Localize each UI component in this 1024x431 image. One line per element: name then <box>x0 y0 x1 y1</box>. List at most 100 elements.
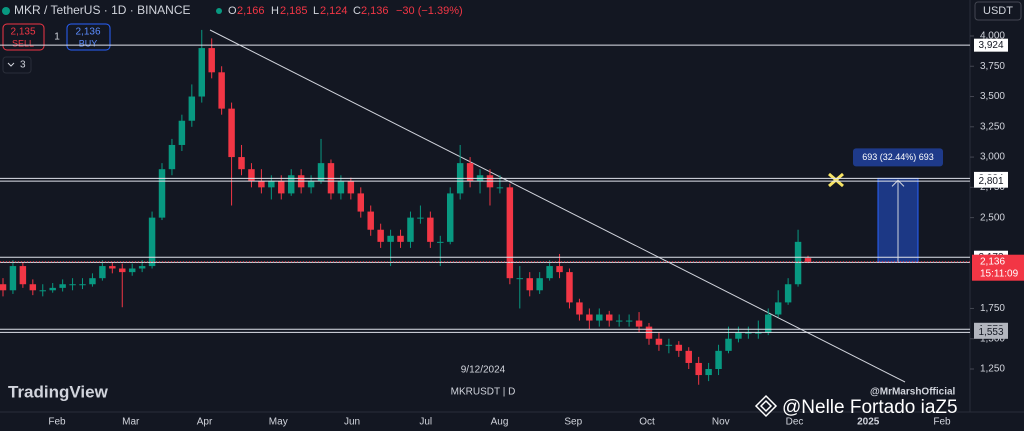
binance-logo <box>754 394 778 418</box>
currency[interactable]: USDT <box>983 5 1013 17</box>
candle-body <box>198 48 205 97</box>
ohlc-high: 2,185 <box>280 5 308 17</box>
candle-body <box>685 350 692 363</box>
candle-body <box>496 187 504 189</box>
candle-body <box>49 287 56 291</box>
measure-label-box <box>853 148 943 167</box>
candle-body <box>287 175 295 194</box>
candle-body <box>755 332 762 334</box>
y-tick-label: 1,500 <box>980 333 1005 344</box>
candle-body <box>725 338 732 351</box>
candle-body <box>586 314 593 321</box>
candle-body <box>307 181 315 188</box>
candle-body <box>39 290 46 292</box>
ohlc-open: 2,166 <box>237 5 265 17</box>
candle-body <box>715 350 722 370</box>
x-tick-label: Dec <box>786 417 804 428</box>
x-tick-label: May <box>269 417 288 428</box>
candle-body <box>784 284 792 303</box>
ohlc-change: −30 (−1.39%) <box>396 5 463 17</box>
x-tick-label: Mar <box>122 417 140 428</box>
x-tick-label: Jun <box>344 417 360 428</box>
y-tick-label: 1,250 <box>980 364 1005 375</box>
sell-price[interactable]: 2,135 <box>10 27 35 38</box>
y-tick-label: 3,250 <box>980 121 1005 132</box>
candle-body <box>437 241 444 243</box>
candle-body <box>804 258 812 262</box>
candle-body <box>665 344 673 346</box>
level-label: 2,801 <box>978 176 1003 187</box>
candle-body <box>576 302 583 315</box>
candle-body <box>675 344 683 351</box>
candle-body <box>387 235 394 242</box>
candle-body <box>536 278 543 291</box>
sell-label[interactable]: SELL <box>12 38 34 48</box>
measure-arrowhead <box>891 179 905 187</box>
candle-body <box>765 314 772 333</box>
candle-body <box>606 314 613 321</box>
measure-label: 693 (32.44%) 693 <box>862 152 934 162</box>
last-price-label: 2,136 <box>980 256 1005 267</box>
buy-label[interactable]: BUY <box>79 38 98 48</box>
ohlc-key: O <box>228 5 237 17</box>
candle-body <box>526 278 533 291</box>
candle-body <box>446 193 454 242</box>
author: @MrMarshOfficial <box>870 387 956 398</box>
x-tick-label: Feb <box>933 417 951 428</box>
trend-line <box>209 29 906 383</box>
symbol-icon <box>2 7 10 15</box>
level-label: 3,924 <box>978 40 1003 51</box>
sell-button[interactable] <box>2 23 45 51</box>
quantity: 1 <box>54 32 60 43</box>
candle-body <box>695 362 702 376</box>
x-tick-label: Oct <box>639 417 655 428</box>
candle-body <box>377 229 384 242</box>
date-label: 9/12/2024 <box>461 365 506 376</box>
candle-body <box>337 181 345 194</box>
countdown: 15:11:09 <box>980 268 1019 279</box>
ohlc-key: H <box>271 5 279 17</box>
candle-body <box>148 217 156 267</box>
ohlc-key: L <box>313 5 319 17</box>
candle-body <box>407 217 414 242</box>
ohlc-key: C <box>353 5 361 17</box>
candle-body <box>794 241 802 285</box>
candle-body <box>625 320 633 322</box>
buy-price[interactable]: 2,136 <box>75 27 100 38</box>
x-marker <box>828 172 844 188</box>
candle-body <box>29 284 37 291</box>
candle-body <box>417 217 424 219</box>
overlay-text: @Nelle Fortado iaZ5 <box>782 397 958 418</box>
candle-body <box>705 369 712 376</box>
x-tick-label: 2025 <box>857 417 880 428</box>
currency-button[interactable] <box>974 1 1022 21</box>
chevron <box>7 62 15 67</box>
candle-body <box>99 266 106 279</box>
x-tick-label: Aug <box>491 417 509 428</box>
candle-body <box>506 187 514 279</box>
candle-body <box>516 278 524 280</box>
y-tick-label: 3,000 <box>980 152 1005 163</box>
candle-body <box>258 181 265 188</box>
candle-body <box>596 314 603 321</box>
level-label-box <box>974 174 1008 188</box>
candle-body <box>397 235 404 242</box>
candle-body <box>109 266 116 269</box>
indicators-count[interactable]: 3 <box>20 60 26 71</box>
indicators-toggle[interactable] <box>2 56 32 74</box>
x-tick-label: Sep <box>564 417 582 428</box>
candle-body <box>347 181 355 194</box>
candle-body <box>128 268 136 273</box>
candle-body <box>0 284 7 291</box>
y-tick-label: 3,500 <box>980 91 1005 102</box>
candle-body <box>566 272 573 303</box>
candle-body <box>367 211 374 230</box>
candle-body <box>79 284 86 286</box>
symbol-label: MKRUSDT | D <box>451 387 516 398</box>
level-label-box <box>974 325 1008 339</box>
candle-body <box>268 181 275 188</box>
buy-button[interactable] <box>66 23 111 51</box>
candle-body <box>238 157 245 170</box>
